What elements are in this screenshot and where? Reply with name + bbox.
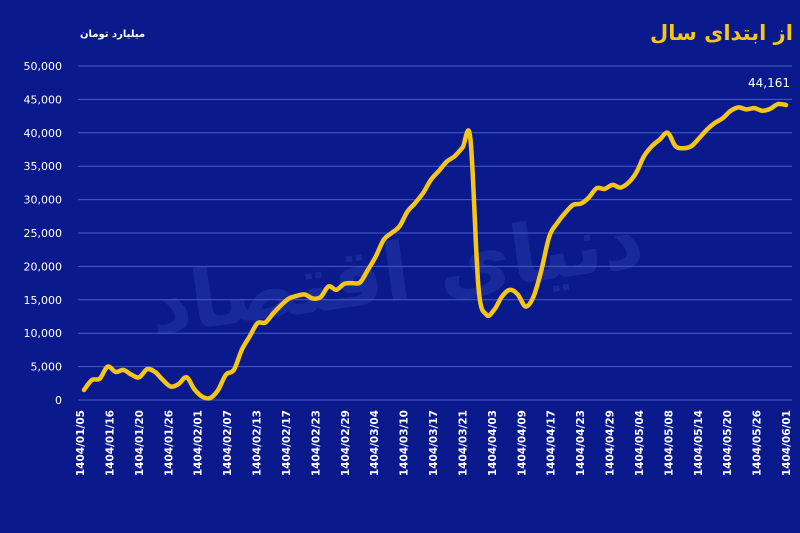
y-tick-label: 15,000 (24, 294, 63, 307)
x-tick-label: 1404/05/14 (693, 410, 705, 476)
x-tick-label: 1404/04/03 (487, 410, 499, 476)
x-tick-label: 1404/03/17 (428, 410, 440, 476)
chart-title: مجموع ورود پول به صندوق‌های درآمد ثابت ا… (650, 20, 800, 45)
x-tick-label: 1404/06/01 (781, 410, 793, 476)
x-tick-label: 1404/03/21 (457, 410, 469, 476)
y-tick-label: 35,000 (24, 160, 63, 173)
y-tick-label: 30,000 (24, 194, 63, 207)
x-tick-label: 1404/03/10 (399, 410, 411, 476)
y-tick-label: 0 (55, 394, 62, 407)
grid-lines (78, 65, 792, 401)
y-tick-label: 50,000 (24, 60, 63, 73)
y-axis: 0 5,000 10,000 15,000 20,000 25,000 30,000 35,0… (24, 60, 63, 407)
x-tick-label: 1404/05/08 (663, 410, 675, 476)
y-tick-label: 5,000 (31, 361, 63, 374)
x-tick-label: 1404/05/04 (634, 410, 646, 476)
x-tick-label: 1404/02/23 (310, 410, 322, 476)
y-axis-label: میلیارد تومان (80, 29, 145, 40)
last-value-label: 44,161 (748, 76, 790, 90)
x-tick-label: 1404/05/20 (722, 410, 734, 476)
x-tick-label: 1404/02/17 (281, 410, 293, 476)
y-tick-label: 25,000 (24, 227, 63, 240)
x-tick-label: 1404/01/05 (75, 410, 87, 476)
y-tick-label: 45,000 (24, 93, 63, 106)
x-tick-label: 1404/02/07 (222, 410, 234, 476)
x-tick-label: 1404/01/20 (134, 410, 146, 476)
y-tick-label: 10,000 (24, 327, 63, 340)
x-tick-label: 1404/05/26 (752, 410, 764, 476)
x-tick-label: 1404/04/23 (575, 410, 587, 476)
x-tick-label: 1404/04/29 (605, 410, 617, 476)
y-tick-label: 40,000 (24, 127, 63, 140)
x-axis: 1404/01/05 1404/01/16 1404/01/20 1404/01/26… (75, 410, 793, 476)
x-tick-label: 1404/02/13 (252, 410, 264, 476)
x-tick-label: 1404/04/09 (516, 410, 528, 476)
x-tick-label: 1404/03/04 (369, 410, 381, 476)
x-tick-label: 1404/04/17 (546, 410, 558, 476)
x-tick-label: 1404/02/29 (340, 410, 352, 476)
y-tick-label: 20,000 (24, 260, 63, 273)
x-tick-label: 1404/01/26 (163, 410, 175, 476)
x-tick-label: 1404/01/16 (104, 410, 116, 476)
watermark: دنیای اقتصاد (143, 192, 648, 353)
series-line (81, 101, 789, 401)
x-tick-label: 1404/02/01 (193, 410, 205, 476)
